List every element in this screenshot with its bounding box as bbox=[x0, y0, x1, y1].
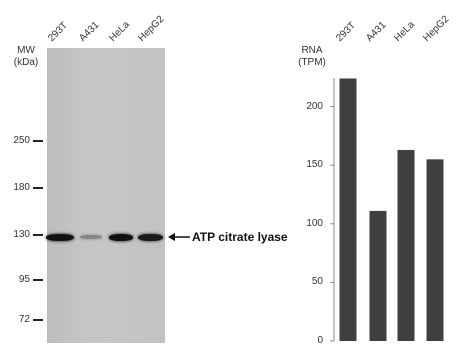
blot-membrane bbox=[46, 48, 165, 343]
lane-label-hepg2: HepG2 bbox=[136, 13, 167, 44]
mw-marker-label-72: 72 bbox=[18, 314, 30, 325]
mw-marker-tick bbox=[33, 187, 43, 190]
rna-category-label-hepg2: HepG2 bbox=[421, 13, 452, 44]
rna-y-tick-label-50: 50 bbox=[311, 276, 323, 288]
mw-marker-label-250: 250 bbox=[13, 135, 30, 146]
mw-header: MW (kDa) bbox=[8, 45, 44, 69]
lane-label-a431: A431 bbox=[77, 19, 102, 44]
rna-bar-hela bbox=[397, 149, 415, 341]
band-lane-1 bbox=[46, 233, 74, 241]
mw-header-line1: MW bbox=[17, 45, 35, 56]
mw-marker-label-180: 180 bbox=[13, 182, 30, 194]
mw-marker-tick bbox=[33, 319, 43, 321]
rna-category-label-293t: 293T bbox=[334, 20, 359, 44]
rna-category-label-hela: HeLa bbox=[392, 19, 417, 44]
mw-marker-tick bbox=[33, 234, 43, 237]
rna-axis-title: RNA (TPM) bbox=[293, 45, 331, 69]
mw-marker-label-95: 95 bbox=[18, 274, 30, 286]
mw-header-line2: (kDa) bbox=[13, 57, 39, 68]
lane-label-hela: HeLa bbox=[107, 19, 132, 44]
rna-category-label-a431: A431 bbox=[364, 19, 389, 44]
mw-marker-label-130: 130 bbox=[13, 229, 30, 241]
band-lane-4 bbox=[137, 233, 163, 241]
band-lane-3 bbox=[109, 233, 133, 241]
rna-y-tick-label-150: 150 bbox=[306, 159, 323, 171]
rna-bar-hepg2 bbox=[426, 159, 444, 341]
rna-bar-a431 bbox=[369, 210, 387, 341]
rna-y-tick-label-200: 200 bbox=[306, 100, 323, 112]
mw-marker-tick bbox=[33, 279, 43, 282]
rna-axis-title-line2: (TPM) bbox=[298, 57, 326, 68]
band-label: ATP citrate lyase bbox=[192, 230, 288, 244]
lane-label-293t: 293T bbox=[46, 20, 71, 44]
band-lane-2 bbox=[80, 235, 102, 239]
rna-y-tick-label-100: 100 bbox=[306, 217, 323, 229]
rna-y-tick-label-0: 0 bbox=[317, 335, 323, 346]
mw-marker-tick bbox=[33, 140, 43, 142]
rna-bar-293t bbox=[339, 78, 357, 342]
arrow-left-icon bbox=[168, 233, 190, 241]
rna-axis-title-line1: RNA bbox=[301, 45, 323, 56]
